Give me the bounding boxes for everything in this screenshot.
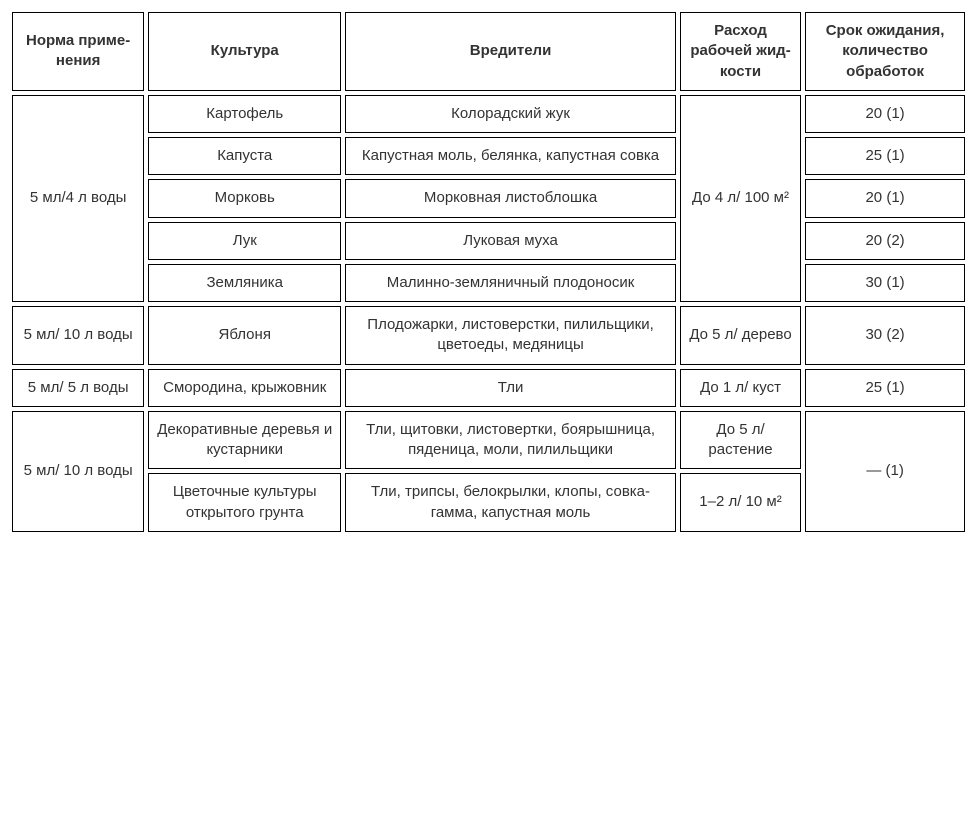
cell-wait: 30 (2)	[805, 306, 965, 365]
cell-crop: Яблоня	[148, 306, 341, 365]
cell-wait: 20 (2)	[805, 222, 965, 260]
cell-dose: 5 мл/4 л воды	[12, 95, 144, 302]
cell-pest: Тли, щитовки, листовертки, боярышница, п…	[345, 411, 676, 470]
cell-pest: Плодожарки, листоверстки, пилильщики, цв…	[345, 306, 676, 365]
cell-consumption: До 5 л/ дерево	[680, 306, 801, 365]
cell-pest: Малинно-земляничный плодоносик	[345, 264, 676, 302]
cell-pest: Тли	[345, 369, 676, 407]
cell-crop: Декоративные деревья и кустарники	[148, 411, 341, 470]
cell-consumption: До 5 л/ растение	[680, 411, 801, 470]
table-row: Морковь Морковная листоблошка 20 (1)	[12, 179, 965, 217]
col-pest: Вредители	[345, 12, 676, 91]
table-row: Земляника Малинно-земляничный плодоносик…	[12, 264, 965, 302]
table-row: 5 мл/ 10 л воды Декоративные деревья и к…	[12, 411, 965, 470]
table-row: 5 мл/4 л воды Картофель Колорадский жук …	[12, 95, 965, 133]
cell-dose: 5 мл/ 10 л воды	[12, 306, 144, 365]
col-dose: Норма приме­нения	[12, 12, 144, 91]
cell-pest: Луковая муха	[345, 222, 676, 260]
cell-crop: Картофель	[148, 95, 341, 133]
cell-dose: 5 мл/ 10 л воды	[12, 411, 144, 532]
table-row: Лук Луковая муха 20 (2)	[12, 222, 965, 260]
col-consumption: Расход рабочей жид­кости	[680, 12, 801, 91]
table-row: 5 мл/ 5 л воды Смородина, крыжовник Тли …	[12, 369, 965, 407]
cell-pest: Тли, трипсы, белокрылки, клопы, совка-га…	[345, 473, 676, 532]
cell-wait: 20 (1)	[805, 95, 965, 133]
cell-wait: 25 (1)	[805, 369, 965, 407]
cell-crop: Лук	[148, 222, 341, 260]
cell-crop: Цветочные культуры открытого грунта	[148, 473, 341, 532]
cell-wait: 30 (1)	[805, 264, 965, 302]
col-wait: Срок ожидания, количество обработок	[805, 12, 965, 91]
cell-crop: Морковь	[148, 179, 341, 217]
cell-dose: 5 мл/ 5 л воды	[12, 369, 144, 407]
cell-consumption: До 1 л/ куст	[680, 369, 801, 407]
cell-crop: Земляника	[148, 264, 341, 302]
cell-pest: Морковная листоблошка	[345, 179, 676, 217]
table-row: 5 мл/ 10 л воды Яблоня Плодожарки, листо…	[12, 306, 965, 365]
dosage-table: Норма приме­нения Культура Вредители Рас…	[8, 8, 969, 536]
cell-consumption: До 4 л/ 100 м²	[680, 95, 801, 302]
cell-pest: Колорадский жук	[345, 95, 676, 133]
cell-consumption: 1–2 л/ 10 м²	[680, 473, 801, 532]
cell-wait: — (1)	[805, 411, 965, 532]
cell-wait: 20 (1)	[805, 179, 965, 217]
col-crop: Культура	[148, 12, 341, 91]
cell-wait: 25 (1)	[805, 137, 965, 175]
cell-pest: Капустная моль, белянка, капустная совка	[345, 137, 676, 175]
table-row: Капуста Капустная моль, белянка, капустн…	[12, 137, 965, 175]
cell-crop: Смородина, крыжовник	[148, 369, 341, 407]
cell-crop: Капуста	[148, 137, 341, 175]
table-header-row: Норма приме­нения Культура Вредители Рас…	[12, 12, 965, 91]
